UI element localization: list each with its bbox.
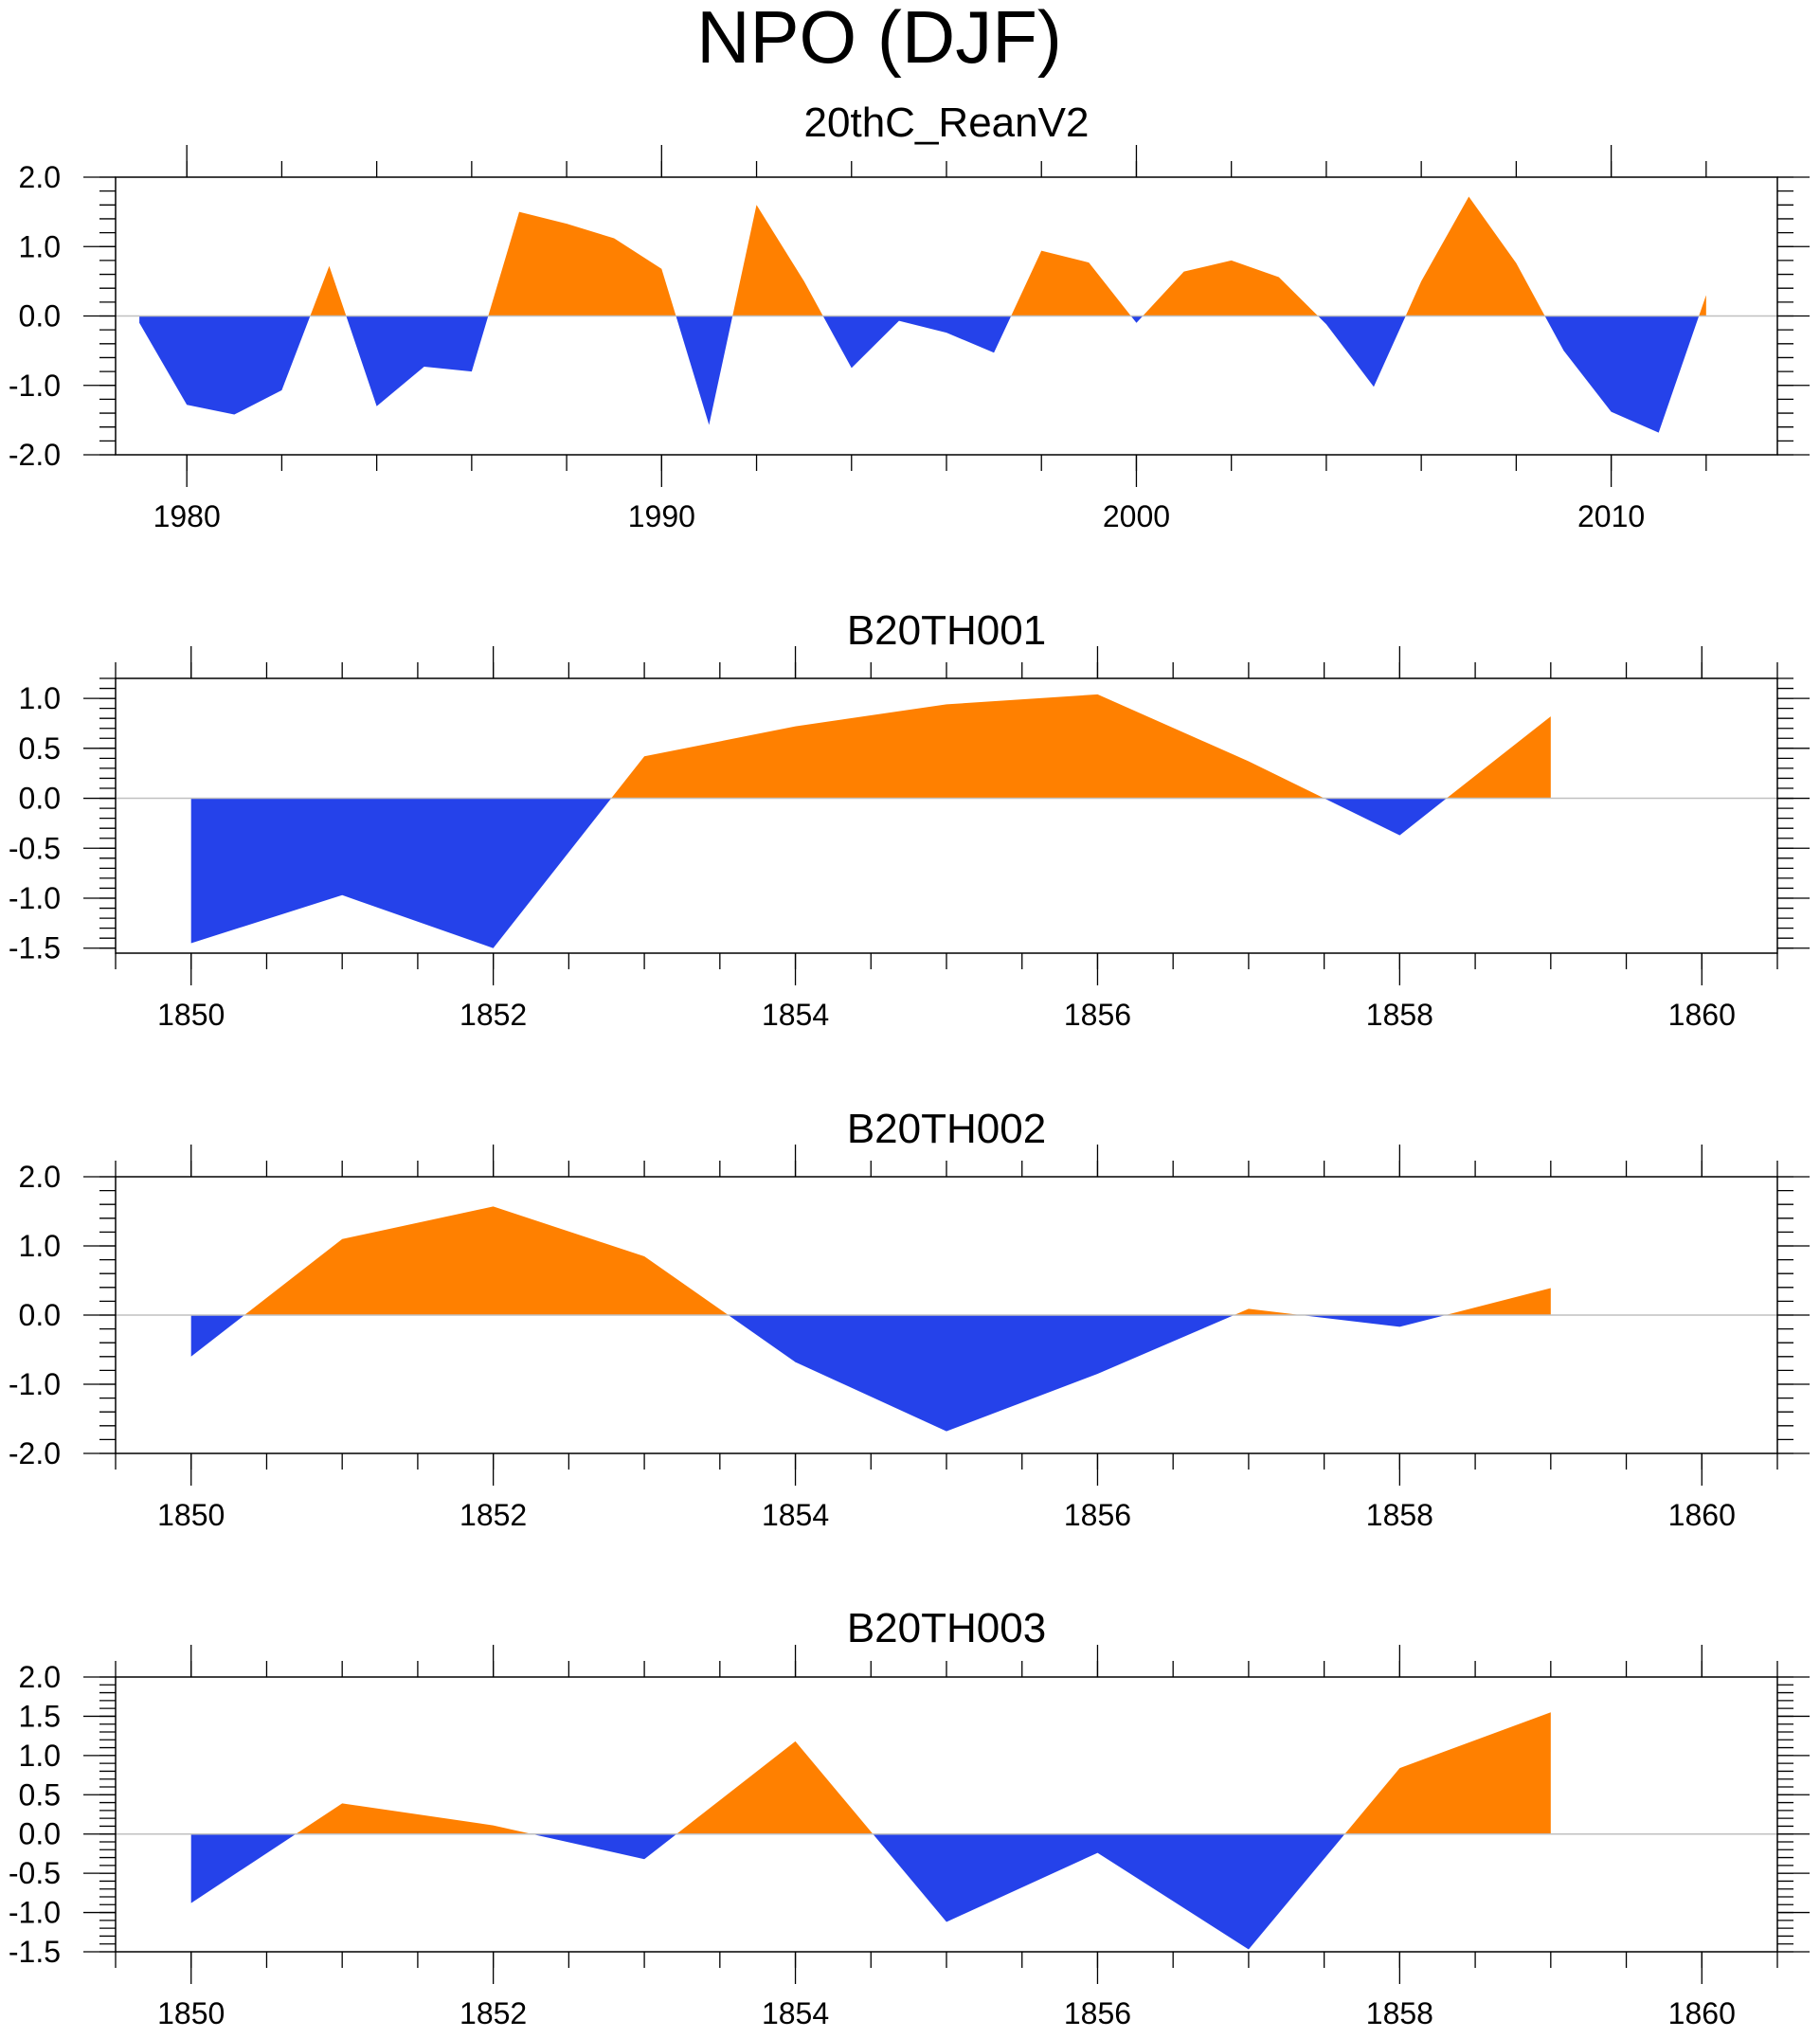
chart-panel: B20TH003 1850 1852 1854 1856 1858 1860 -1.5 -1.0… — [9, 1605, 1810, 2030]
positive-area — [732, 205, 823, 316]
y-tick-label: -1.5 — [9, 931, 61, 965]
y-tick-label: 1.0 — [19, 681, 61, 715]
positive-area — [1699, 295, 1706, 316]
series-fills — [139, 196, 1706, 433]
x-tick-label: 1850 — [157, 998, 225, 1032]
x-tick-label: 1860 — [1668, 1996, 1736, 2030]
x-tick-label: 1858 — [1366, 1498, 1433, 1532]
positive-area — [1011, 250, 1131, 316]
series-fills — [190, 1206, 1551, 1432]
positive-area — [244, 1206, 729, 1315]
negative-area — [1301, 1315, 1446, 1327]
x-tick-label: 1850 — [157, 1996, 225, 2030]
x-tick-label: 1990 — [628, 499, 695, 533]
y-tick-label: -1.0 — [9, 881, 61, 915]
y-tick-label: 1.0 — [19, 1739, 61, 1773]
y-tick-label: 1.5 — [19, 1699, 61, 1733]
panels: 20thC_ReanV2 1980 1990 2000 2010 -2.0 -1.0 0.0 1… — [9, 99, 1810, 2030]
y-tick-label: 0.5 — [19, 1777, 61, 1812]
x-tick-label: 1980 — [153, 499, 221, 533]
x-tick-label: 1852 — [460, 1498, 527, 1532]
positive-area — [1445, 1288, 1551, 1315]
y-tick-label: -2.0 — [9, 1436, 61, 1470]
positive-area — [310, 265, 347, 316]
x-tick-label: 1860 — [1668, 1498, 1736, 1532]
y-tick-label: -1.0 — [9, 369, 61, 403]
x-tick-label: 1852 — [460, 1996, 527, 2030]
axis-ticks — [83, 646, 1810, 985]
axis-ticks — [83, 1145, 1810, 1486]
y-tick-label: -2.0 — [9, 438, 61, 472]
x-tick-label: 1854 — [762, 998, 829, 1032]
x-tick-label: 1856 — [1064, 1996, 1131, 2030]
y-tick-label: 2.0 — [19, 160, 61, 194]
positive-area — [611, 694, 1324, 799]
negative-area — [676, 316, 733, 425]
x-tick-label: 1860 — [1668, 998, 1736, 1032]
negative-area — [873, 1833, 1345, 1950]
negative-area — [1130, 316, 1144, 323]
chart-panel: B20TH002 1850 1852 1854 1856 1858 1860 -2.0 -1.0… — [9, 1106, 1810, 1532]
y-tick-label: -0.5 — [9, 1856, 61, 1890]
x-tick-label: 1852 — [460, 998, 527, 1032]
y-tick-label: 1.0 — [19, 229, 61, 263]
negative-area — [1544, 316, 1700, 433]
series-fills — [190, 1712, 1551, 1950]
y-tick-label: 0.0 — [19, 1817, 61, 1851]
positive-area — [676, 1740, 874, 1834]
positive-area — [1344, 1712, 1551, 1834]
negative-area — [1324, 798, 1447, 836]
positive-area — [488, 211, 676, 316]
y-tick-label: 0.0 — [19, 782, 61, 816]
chart-panel: B20TH001 1850 1852 1854 1856 1858 1860 -1.5 -1.0… — [9, 607, 1810, 1032]
y-tick-label: 2.0 — [19, 1660, 61, 1694]
x-tick-label: 1854 — [762, 1996, 829, 2030]
y-tick-label: -1.0 — [9, 1367, 61, 1401]
x-tick-label: 1858 — [1366, 998, 1433, 1032]
series-fills — [190, 694, 1551, 948]
y-tick-label: 0.0 — [19, 299, 61, 334]
figure-title: NPO (DJF) — [696, 0, 1062, 79]
y-tick-label: 2.0 — [19, 1160, 61, 1194]
negative-area — [728, 1315, 1234, 1432]
negative-area — [139, 316, 311, 415]
axis-ticks — [83, 145, 1810, 487]
negative-area — [190, 1315, 244, 1357]
x-tick-label: 1856 — [1064, 998, 1131, 1032]
positive-area — [1143, 260, 1319, 316]
axis-ticks — [83, 1645, 1810, 1984]
x-tick-label: 1850 — [157, 1498, 225, 1532]
negative-area — [532, 1833, 677, 1860]
y-tick-label: 1.0 — [19, 1229, 61, 1263]
chart-title: 20thC_ReanV2 — [804, 99, 1090, 146]
x-tick-label: 1856 — [1064, 1498, 1131, 1532]
chart-title: B20TH002 — [847, 1106, 1046, 1152]
positive-area — [1405, 196, 1545, 316]
x-tick-label: 2010 — [1577, 499, 1645, 533]
y-tick-label: -1.5 — [9, 1935, 61, 1969]
chart-panel: 20thC_ReanV2 1980 1990 2000 2010 -2.0 -1.0 0.0 1… — [9, 99, 1810, 533]
x-tick-label: 1858 — [1366, 1996, 1433, 2030]
y-tick-label: -0.5 — [9, 831, 61, 865]
negative-area — [346, 316, 489, 406]
positive-area — [296, 1803, 532, 1834]
positive-area — [1234, 1308, 1302, 1315]
negative-area — [822, 316, 1012, 369]
y-tick-label: -1.0 — [9, 1896, 61, 1930]
x-tick-label: 1854 — [762, 1498, 829, 1532]
positive-area — [1446, 716, 1551, 799]
x-tick-label: 2000 — [1103, 499, 1170, 533]
negative-area — [190, 798, 612, 948]
y-tick-label: 0.5 — [19, 731, 61, 766]
chart-title: B20TH003 — [847, 1605, 1046, 1651]
negative-area — [190, 1833, 297, 1903]
negative-area — [1318, 316, 1406, 388]
y-tick-label: 0.0 — [19, 1298, 61, 1332]
chart-title: B20TH001 — [847, 607, 1046, 654]
